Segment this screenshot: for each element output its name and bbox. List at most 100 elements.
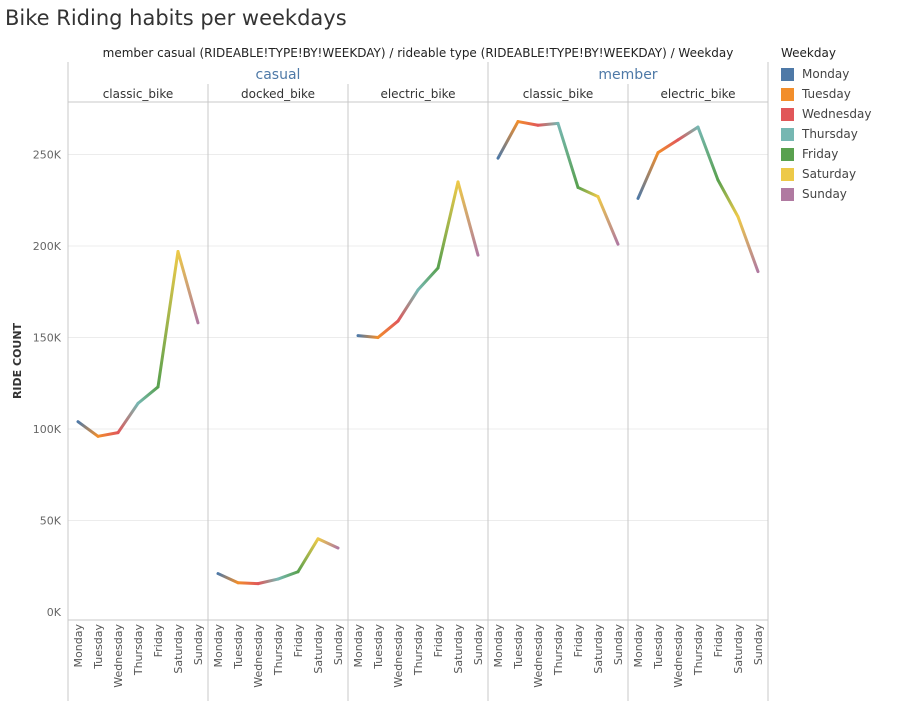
series-segment-casual-classic_bike-monday[interactable] xyxy=(76,420,100,438)
x-tick-label: Monday xyxy=(212,624,225,668)
x-tick-label: Friday xyxy=(292,624,305,658)
y-tick-label: 100K xyxy=(33,423,62,436)
series-segment-casual-electric_bike-monday[interactable] xyxy=(356,334,380,339)
legend-item-sunday[interactable]: Sunday xyxy=(781,184,871,204)
series-segment-casual-electric_bike-friday[interactable] xyxy=(436,180,460,270)
x-tick-label: Saturday xyxy=(312,624,325,674)
series-segment-casual-docked_bike-tuesday[interactable] xyxy=(236,581,260,586)
panel-header-classic_bike: classic_bike xyxy=(523,87,594,101)
legend-label: Friday xyxy=(802,147,839,161)
series-segment-casual-docked_bike-thursday[interactable] xyxy=(276,570,300,581)
x-tick-label: Thursday xyxy=(272,624,285,677)
series-segment-casual-electric_bike-wednesday[interactable] xyxy=(396,288,420,323)
x-tick-label: Sunday xyxy=(472,624,485,666)
legend-label: Thursday xyxy=(802,127,858,141)
x-tick-label: Wednesday xyxy=(252,624,265,688)
x-tick-label: Monday xyxy=(72,624,85,668)
panel-header-docked_bike: docked_bike xyxy=(241,87,315,101)
y-axis-title: RIDE COUNT xyxy=(11,322,24,399)
x-tick-label: Thursday xyxy=(412,624,425,677)
x-tick-label: Monday xyxy=(492,624,505,668)
series-segment-casual-classic_bike-tuesday[interactable] xyxy=(96,431,120,438)
series-segment-member-electric_bike-wednesday[interactable] xyxy=(676,125,700,142)
x-tick-label: Tuesday xyxy=(232,624,245,670)
panel-header-electric_bike: electric_bike xyxy=(660,87,735,101)
x-tick-label: Friday xyxy=(152,624,165,658)
series-segment-casual-classic_bike-wednesday[interactable] xyxy=(116,401,140,435)
x-tick-label: Friday xyxy=(572,624,585,658)
legend-swatch xyxy=(781,167,794,181)
x-tick-label: Sunday xyxy=(192,624,205,666)
series-segment-member-classic_bike-wednesday[interactable] xyxy=(536,121,560,127)
panel-header-classic_bike: classic_bike xyxy=(103,87,174,101)
series-segment-casual-electric_bike-saturday[interactable] xyxy=(456,180,480,257)
y-tick-label: 0K xyxy=(47,606,62,619)
legend-item-wednesday[interactable]: Wednesday xyxy=(781,104,871,124)
x-tick-label: Tuesday xyxy=(92,624,105,670)
group-header-casual: casual xyxy=(256,67,301,83)
series-segment-member-classic_bike-friday[interactable] xyxy=(576,185,600,199)
x-tick-label: Tuesday xyxy=(512,624,525,670)
series-segment-casual-electric_bike-tuesday[interactable] xyxy=(376,319,400,339)
x-tick-label: Wednesday xyxy=(392,624,405,688)
x-tick-label: Monday xyxy=(352,624,365,668)
series-segment-member-electric_bike-thursday[interactable] xyxy=(696,125,720,182)
x-tick-label: Saturday xyxy=(592,624,605,674)
legend-swatch xyxy=(781,127,794,141)
series-segment-casual-docked_bike-wednesday[interactable] xyxy=(256,577,280,586)
legend-swatch xyxy=(781,147,794,161)
legend: Weekday Monday Tuesday Wednesday Thursday Fr… xyxy=(781,46,871,204)
x-tick-label: Friday xyxy=(432,624,445,658)
legend-item-monday[interactable]: Monday xyxy=(781,64,871,84)
series-segment-casual-classic_bike-thursday[interactable] xyxy=(136,385,160,405)
series-segment-member-electric_bike-saturday[interactable] xyxy=(736,215,760,274)
legend-item-thursday[interactable]: Thursday xyxy=(781,124,871,144)
y-tick-label: 250K xyxy=(33,149,62,162)
series-segment-casual-docked_bike-saturday[interactable] xyxy=(316,537,340,550)
legend-item-tuesday[interactable]: Tuesday xyxy=(781,84,871,104)
legend-item-saturday[interactable]: Saturday xyxy=(781,164,871,184)
legend-item-friday[interactable]: Friday xyxy=(781,144,871,164)
panel-header-electric_bike: electric_bike xyxy=(380,87,455,101)
x-tick-label: Thursday xyxy=(132,624,145,677)
series-segment-member-electric_bike-monday[interactable] xyxy=(636,151,660,200)
legend-swatch xyxy=(781,187,794,201)
series-segment-member-electric_bike-friday[interactable] xyxy=(716,178,740,219)
x-tick-label: Thursday xyxy=(552,624,565,677)
x-tick-label: Thursday xyxy=(692,624,705,677)
y-tick-label: 50K xyxy=(40,515,62,528)
y-tick-label: 200K xyxy=(33,240,62,253)
series-segment-casual-classic_bike-friday[interactable] xyxy=(156,249,180,389)
chart-subtitle: member casual (RIDEABLE!TYPE!BY!WEEKDAY)… xyxy=(102,46,734,60)
legend-label: Sunday xyxy=(802,187,847,201)
series-segment-casual-electric_bike-thursday[interactable] xyxy=(416,266,440,292)
legend-label: Saturday xyxy=(802,167,857,181)
x-tick-label: Wednesday xyxy=(112,624,125,688)
x-tick-label: Friday xyxy=(712,624,725,658)
x-tick-label: Saturday xyxy=(452,624,465,674)
series-segment-casual-docked_bike-friday[interactable] xyxy=(296,537,320,574)
series-segment-member-classic_bike-thursday[interactable] xyxy=(556,121,580,189)
x-tick-label: Sunday xyxy=(752,624,765,666)
series-segment-casual-classic_bike-saturday[interactable] xyxy=(176,249,200,325)
series-segment-member-classic_bike-monday[interactable] xyxy=(496,120,520,160)
x-tick-label: Wednesday xyxy=(532,624,545,688)
series-segment-member-classic_bike-saturday[interactable] xyxy=(596,195,620,246)
x-tick-label: Saturday xyxy=(172,624,185,674)
x-tick-label: Saturday xyxy=(732,624,745,674)
x-tick-label: Tuesday xyxy=(652,624,665,670)
series-segment-member-electric_bike-tuesday[interactable] xyxy=(656,138,680,155)
legend-label: Monday xyxy=(802,67,850,81)
series-segment-casual-docked_bike-monday[interactable] xyxy=(216,572,240,585)
x-tick-label: Tuesday xyxy=(372,624,385,670)
y-tick-label: 150K xyxy=(33,332,62,345)
x-tick-label: Monday xyxy=(632,624,645,668)
legend-label: Tuesday xyxy=(802,87,851,101)
legend-title: Weekday xyxy=(781,46,836,60)
legend-swatch xyxy=(781,107,794,121)
x-tick-label: Sunday xyxy=(332,624,345,666)
x-tick-label: Wednesday xyxy=(672,624,685,688)
legend-label: Wednesday xyxy=(802,107,872,121)
series-segment-member-classic_bike-tuesday[interactable] xyxy=(516,120,540,127)
